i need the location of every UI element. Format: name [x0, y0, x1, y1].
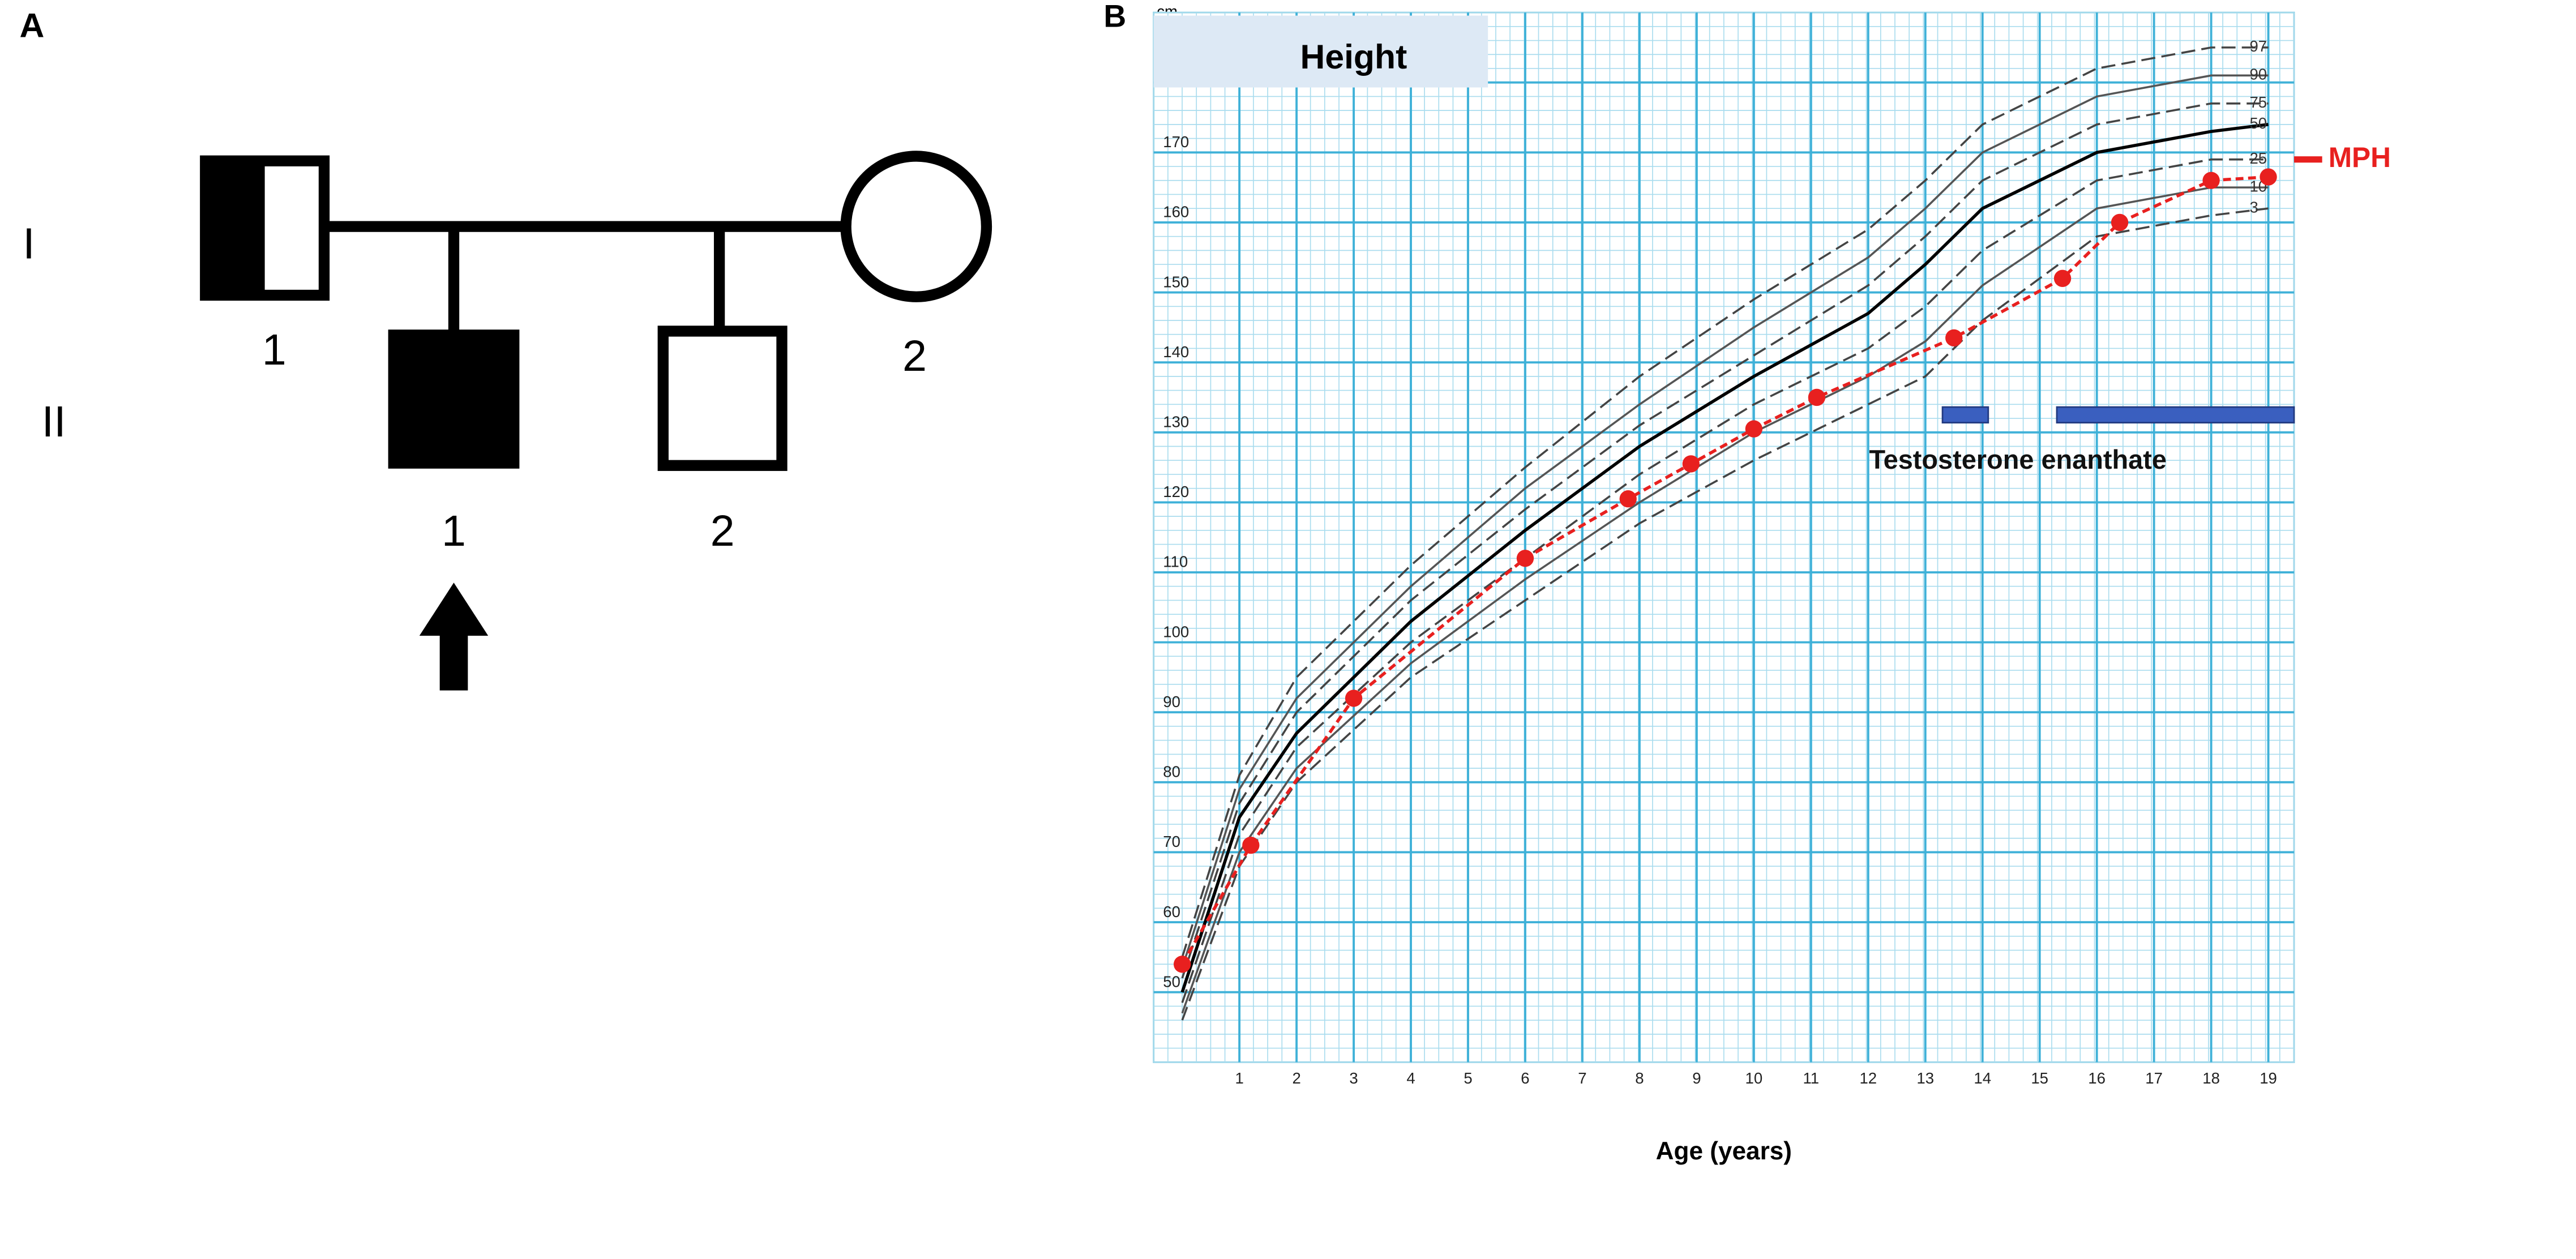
x-tick-label: 14 [1974, 1069, 1991, 1087]
affected-male [388, 329, 520, 469]
y-tick-label: 110 [1163, 553, 1188, 571]
x-tick-label: 5 [1464, 1069, 1472, 1087]
x-tick-label: 3 [1349, 1069, 1358, 1087]
panel-label: A [19, 6, 44, 45]
x-axis-label: Age (years) [1656, 1137, 1792, 1165]
x-tick-label: 19 [2260, 1069, 2277, 1087]
individual-label: 1 [442, 507, 466, 555]
patient-point [1945, 329, 1963, 347]
male-symbol [200, 155, 330, 301]
patient-point [2202, 172, 2220, 189]
y-tick-label: 150 [1163, 273, 1189, 290]
percentile-line [1181, 158, 2269, 1003]
percentile-line [1181, 102, 2269, 979]
patient-point [1745, 420, 1763, 438]
patient-point [1619, 490, 1637, 508]
x-tick-label: 9 [1692, 1069, 1701, 1087]
y-tick-label: 170 [1163, 133, 1189, 151]
x-tick-label: 8 [1635, 1069, 1644, 1087]
chart-title: Height [1300, 37, 1407, 76]
x-tick-label: 6 [1521, 1069, 1529, 1087]
y-tick-label: 120 [1163, 483, 1189, 500]
y-tick-label: 70 [1163, 833, 1180, 850]
x-tick-label: 7 [1578, 1069, 1586, 1087]
individual-label: 2 [902, 332, 927, 380]
percentile-line [1180, 123, 2269, 993]
patient-point [2111, 213, 2129, 232]
percentile-line [1181, 46, 2269, 958]
generation-label: II [42, 397, 66, 446]
y-tick-label: 130 [1163, 413, 1189, 431]
generation-label: I [23, 219, 35, 268]
patient-point [1516, 550, 1534, 567]
individual-label: 2 [711, 507, 735, 555]
female-symbol [840, 151, 992, 302]
carrier-half [205, 161, 265, 296]
x-tick-label: 2 [1292, 1069, 1300, 1087]
y-tick-label: 50 [1163, 973, 1180, 990]
y-tick-label: 140 [1163, 343, 1189, 361]
x-tick-label: 16 [2088, 1069, 2106, 1087]
percentile-label: 75 [2249, 93, 2267, 111]
title-box [1153, 15, 1488, 88]
mph-label: MPH [2329, 142, 2391, 173]
treatment-bar [2056, 406, 2295, 424]
percentile-label: 3 [2249, 198, 2258, 216]
percentile-label: 50 [2249, 114, 2267, 132]
grid: 5060708090100110120130140150160170180123… [1153, 11, 2295, 1087]
patient-point [1345, 690, 1363, 707]
x-tick-label: 11 [1803, 1069, 1820, 1087]
x-tick-label: 18 [2202, 1069, 2220, 1087]
patient-point [1174, 956, 1191, 973]
patient-point [2053, 269, 2072, 287]
x-tick-label: 17 [2145, 1069, 2163, 1087]
percentile-label: 90 [2249, 66, 2267, 83]
patient-point [1682, 455, 1700, 473]
y-tick-label: 90 [1163, 693, 1180, 710]
patient-point [2260, 168, 2277, 186]
x-tick-label: 4 [1406, 1069, 1415, 1087]
individual-label: 1 [262, 326, 286, 374]
percentile-label: 25 [2249, 149, 2267, 167]
panel-label: B [1103, 0, 1126, 34]
x-tick-label: 1 [1235, 1069, 1243, 1087]
x-tick-label: 10 [1745, 1069, 1763, 1087]
patient-point [1242, 836, 1260, 854]
x-tick-label: 12 [1859, 1069, 1877, 1087]
x-tick-label: 13 [1916, 1069, 1934, 1087]
annotation: Testosterone enanthate [1869, 445, 2166, 474]
male-symbol [657, 326, 788, 471]
x-tick-label: 15 [2031, 1069, 2048, 1087]
treatment-bar [1941, 406, 1989, 424]
y-tick-label: 60 [1163, 903, 1180, 920]
percentile-line [1181, 74, 2269, 968]
patient-point [1808, 388, 1826, 406]
percentile-label: 97 [2249, 37, 2267, 55]
y-tick-label: 100 [1163, 623, 1189, 640]
y-tick-label: 80 [1163, 763, 1180, 781]
y-tick-label: 160 [1163, 203, 1189, 221]
proband-arrow [419, 583, 489, 691]
pedigree: A I II 1 2 1 2 [19, 6, 992, 691]
